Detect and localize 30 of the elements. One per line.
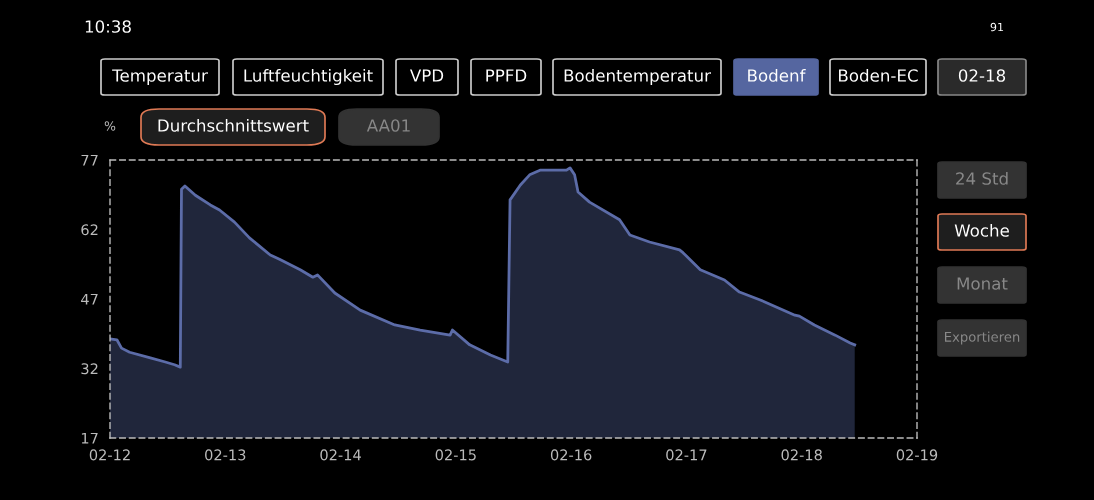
text: Woche [954,223,1009,237]
text: Exportieren [945,331,1020,345]
y-axis-title: % [104,121,116,131]
x-tick-label: 02-17 [666,449,707,461]
text: AA01 [366,119,410,132]
x-tick-label: 02-19 [896,449,938,461]
y-tick-label: 62 [81,224,98,236]
text: Monat [957,277,1008,290]
y-tick-label: 77 [81,154,98,166]
x-tick-label: 02-18 [781,449,822,461]
y-tick-label: 32 [81,363,98,375]
x-tick-label: 02-13 [205,449,246,461]
text: 24 Std [956,171,1008,185]
text: 91 [990,22,1004,32]
text: Bodentemperatur [564,68,711,86]
text: 02-18 [958,69,1006,82]
text: VPD [409,69,444,82]
text: Boden-EC [839,68,918,82]
text: Temperatur [112,69,208,86]
x-tick-label: 02-15 [435,449,476,461]
y-tick-label: 47 [81,293,98,305]
text: PPFD [486,69,527,82]
y-tick-label: 17 [81,432,98,444]
text: Bodenf [748,68,806,82]
text: Luftfeuchtigkeit [244,68,373,86]
x-tick-label: 02-14 [320,449,361,461]
x-tick-label: 02-12 [89,449,130,461]
x-tick-label: 02-16 [550,449,592,461]
text: Durchschnittswert [158,118,309,132]
text: 10:38 [85,20,131,33]
